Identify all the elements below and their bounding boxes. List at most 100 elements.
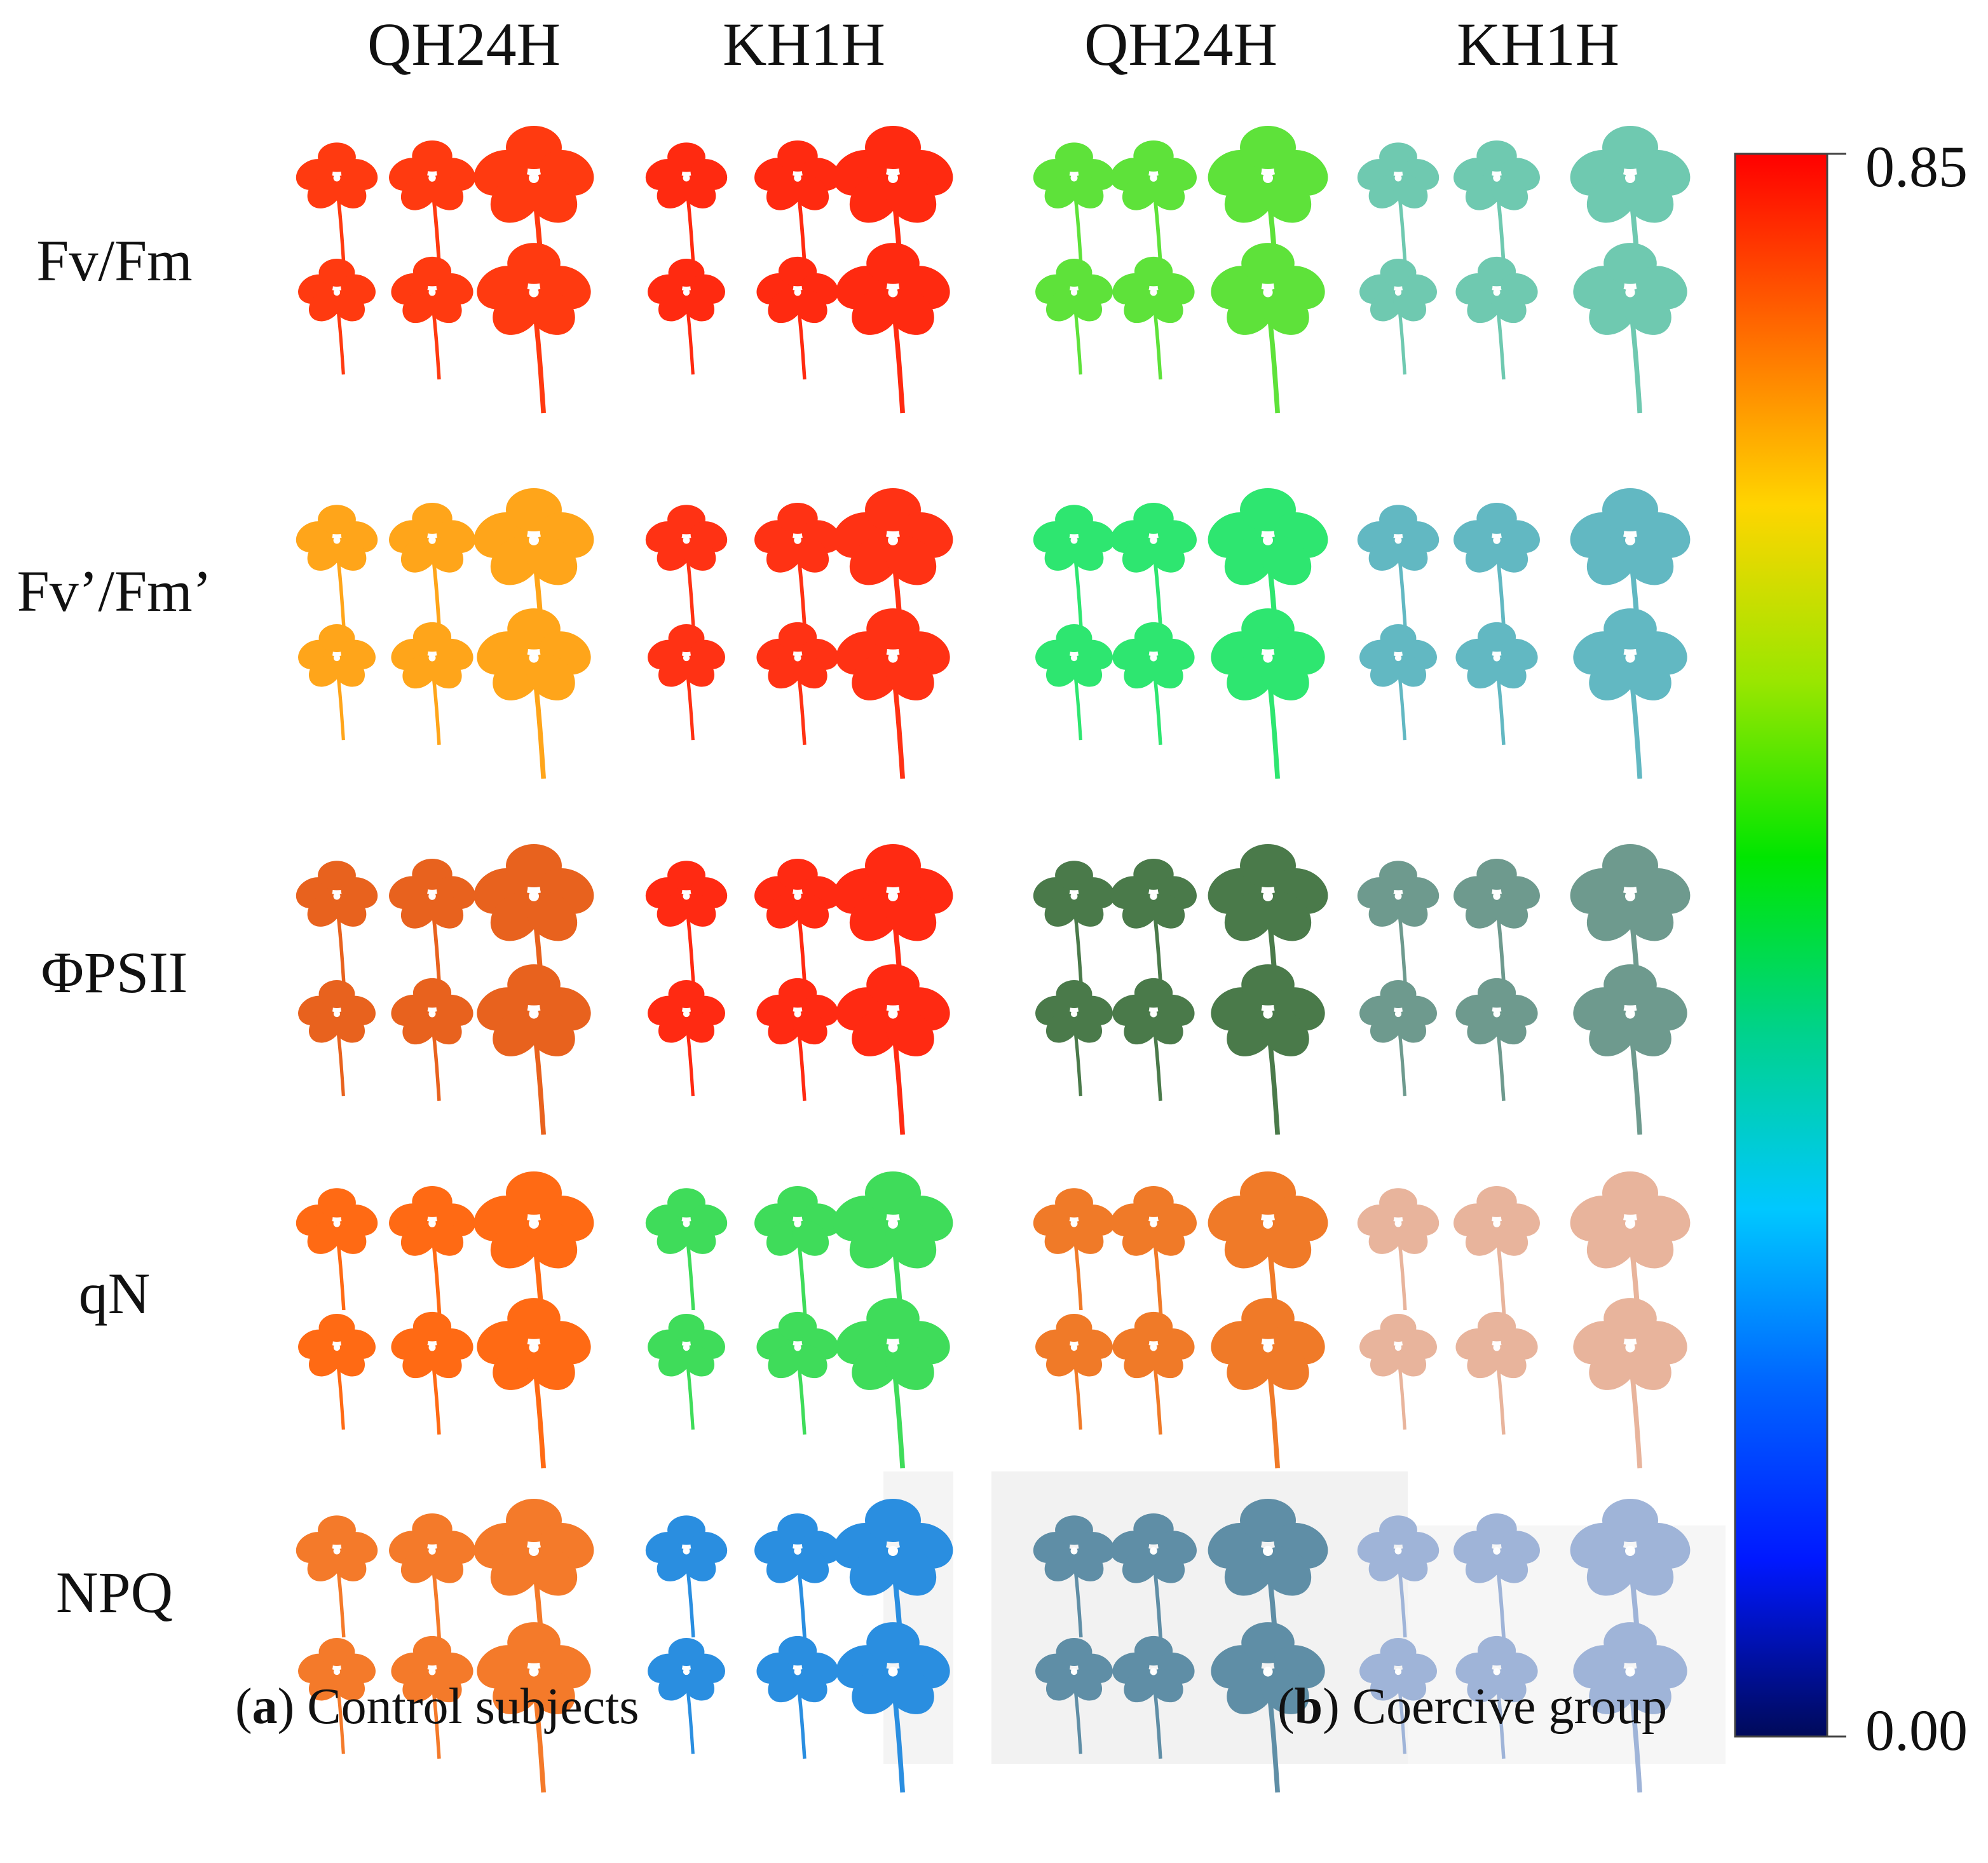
leaf-center	[1150, 1668, 1157, 1675]
leaf-control-kh1h-row4-1-2	[754, 1185, 841, 1316]
leaf-center	[1394, 1344, 1402, 1351]
leaf-lobe	[332, 1344, 365, 1377]
leaf-center	[529, 1218, 539, 1229]
leaf-center	[529, 1546, 539, 1556]
leaf-control-kh1h-row3-1-1	[645, 861, 728, 983]
leaf-lobe	[1393, 655, 1427, 687]
leaf-control-qh24h-row3-1-3	[473, 844, 594, 1024]
leaf-coercive-kh1h-row1-2-1	[1359, 259, 1437, 375]
leaf-coercive-qh24h-row1-2-2	[1112, 256, 1195, 379]
leaf-center	[1263, 535, 1273, 545]
leaf-center	[1070, 1010, 1078, 1018]
leaf-center	[428, 536, 436, 544]
leaf-lobe	[885, 1667, 934, 1714]
leaf-lobe	[885, 653, 934, 700]
leaf-lobe	[1622, 1546, 1674, 1596]
leaf-control-qh24h-row3-2-2	[391, 978, 473, 1101]
leaf-center	[794, 289, 801, 296]
leaf-lobe	[1623, 1343, 1671, 1390]
leaf-control-qh24h-row1-2-1	[298, 259, 376, 375]
leaf-control-kh1h-row1-2-2	[756, 256, 839, 379]
leaf-coercive-kh1h-row2-2-2	[1455, 622, 1538, 745]
caption-control: (a) Control subjects	[235, 1679, 639, 1735]
leaf-control-qh24h-row1-2-3	[477, 243, 591, 414]
leaf-lobe	[1392, 537, 1428, 571]
leaf-center	[1625, 653, 1635, 663]
leaf-center	[529, 535, 539, 545]
leaf-coercive-qh24h-row2-1-1	[1033, 505, 1115, 627]
leaf-lobe	[1622, 174, 1674, 223]
leaf-lobe	[1260, 653, 1309, 700]
leaf-center	[1263, 173, 1273, 183]
leaf-center	[1493, 1220, 1501, 1227]
leaf-lobe	[1148, 289, 1183, 324]
leaf-center	[1394, 1547, 1402, 1555]
leaf-lobe	[1068, 175, 1104, 208]
leaf-coercive-kh1h-row2-2-3	[1573, 608, 1687, 779]
leaf-control-kh1h-row1-1-1	[645, 142, 728, 265]
leaf-lobe	[1068, 1548, 1104, 1581]
leaf-center	[1150, 174, 1157, 182]
leaf-center	[333, 1344, 341, 1351]
leaf-center	[794, 174, 801, 182]
leaf-center	[1070, 536, 1078, 544]
leaf-coercive-kh1h-row2-1-2	[1454, 502, 1540, 632]
leaf-control-qh24h-row3-1-1	[296, 861, 378, 983]
leaf-coercive-qh24h-row4-1-2	[1110, 1185, 1197, 1316]
leaf-lobe	[1069, 1344, 1103, 1377]
leaf-center	[1625, 1667, 1635, 1677]
leaf-lobe	[1260, 1667, 1309, 1714]
leaf-center	[1394, 892, 1402, 900]
leaf-center	[1493, 174, 1501, 182]
leaf-lobe	[426, 655, 462, 689]
leaf-center	[1493, 1547, 1501, 1555]
leaf-coercive-qh24h-row1-1-3	[1208, 126, 1328, 306]
leaf-lobe	[681, 537, 716, 571]
leaf-center	[1625, 1546, 1635, 1556]
leaf-coercive-kh1h-row1-1-1	[1357, 142, 1440, 265]
leaf-lobe	[426, 1669, 462, 1703]
leaf-center	[1493, 536, 1501, 544]
leaf-control-qh24h-row4-2-3	[477, 1298, 591, 1469]
leaf-lobe	[1491, 1669, 1527, 1703]
leaf-center	[1625, 1009, 1635, 1019]
leaf-center	[1263, 1009, 1273, 1019]
leaf-coercive-kh1h-row5-2-1	[1359, 1638, 1437, 1754]
leaf-control-qh24h-row5-1-1	[296, 1515, 378, 1638]
leaf-coercive-kh1h-row5-1-3	[1570, 1499, 1691, 1679]
leaf-center	[1493, 1010, 1501, 1018]
leaf-lobe	[1260, 1343, 1309, 1390]
leaf-center	[428, 654, 436, 662]
leaf-center	[1493, 654, 1501, 662]
leaf-center	[333, 289, 341, 296]
leaf-lobe	[885, 1546, 937, 1596]
leaf-lobe	[681, 655, 715, 687]
leaf-center	[1394, 1010, 1402, 1018]
leaf-center	[1625, 287, 1635, 297]
leaf-center	[1150, 1220, 1157, 1227]
leaf-center	[333, 1547, 341, 1555]
leaf-lobe	[1623, 288, 1671, 335]
leaf-coercive-kh1h-row5-2-3	[1573, 1622, 1687, 1793]
leaf-control-qh24h-row3-1-2	[389, 858, 475, 988]
leaf-center	[683, 654, 690, 662]
leaf-lobe	[1069, 1011, 1103, 1043]
leaf-control-kh1h-row5-2-2	[756, 1635, 839, 1759]
leaf-lobe	[792, 893, 829, 929]
leaf-control-kh1h-row3-2-1	[648, 980, 725, 1096]
leaf-lobe	[332, 655, 365, 687]
leaf-center	[683, 289, 690, 296]
leaf-lobe	[1260, 1219, 1312, 1269]
leaf-control-kh1h-row4-1-3	[833, 1171, 953, 1351]
leaf-coercive-kh1h-row3-2-3	[1573, 964, 1687, 1135]
leaf-control-kh1h-row1-1-2	[754, 140, 841, 270]
leaf-coercive-qh24h-row4-2-2	[1112, 1311, 1195, 1435]
caption-control-letter: a	[252, 1679, 278, 1735]
leaf-center	[333, 892, 341, 900]
leaf-lobe	[526, 174, 578, 223]
leaf-lobe	[885, 1009, 934, 1056]
leaf-center	[1263, 891, 1273, 901]
leaf-center	[683, 1220, 690, 1227]
leaf-control-qh24h-row5-2-1	[298, 1638, 376, 1754]
leaf-lobe	[1392, 1548, 1428, 1581]
